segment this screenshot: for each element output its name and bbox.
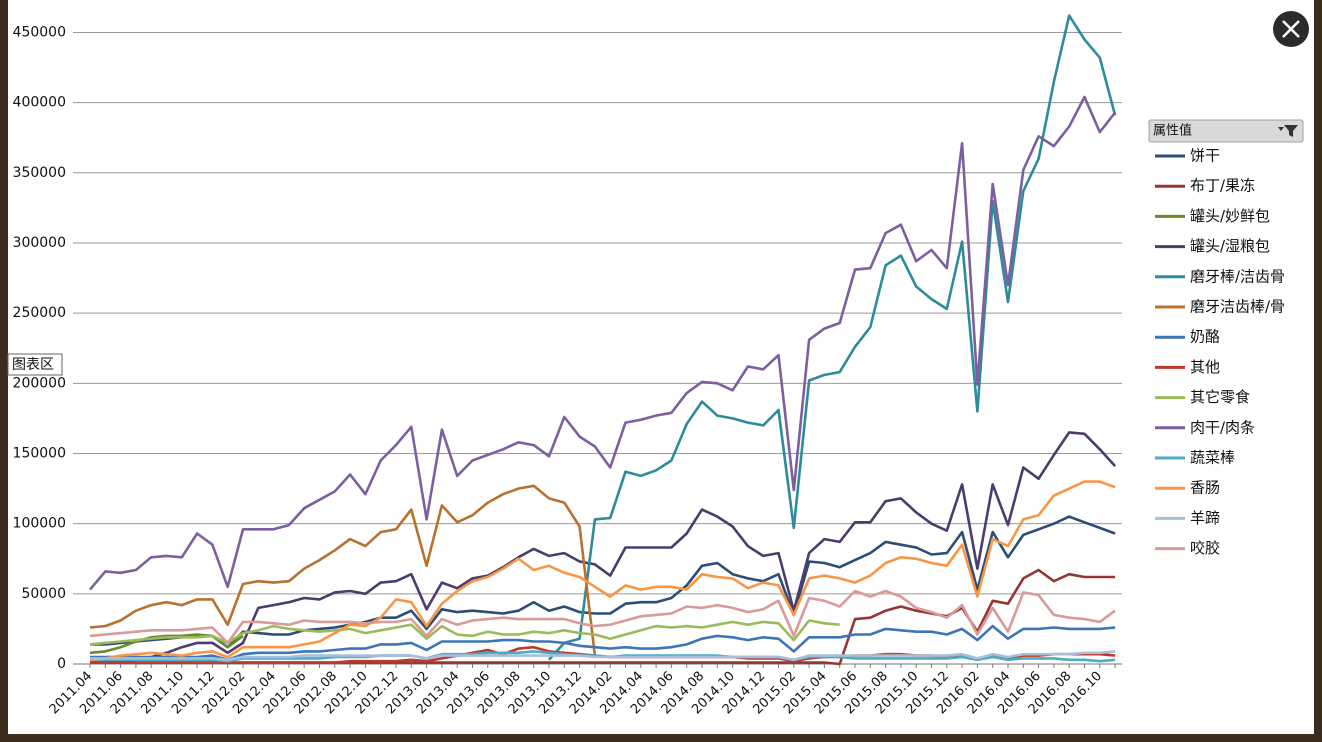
series-line — [89, 431, 1117, 664]
legend-label: 羊蹄 — [1190, 509, 1220, 527]
close-icon — [1282, 20, 1300, 38]
legend-label: 罐头/湿粮包 — [1190, 237, 1270, 255]
tooltip — [7, 353, 63, 376]
y-tick-label: 200000 — [13, 375, 66, 391]
legend-label: 蔬菜棒 — [1190, 449, 1235, 467]
legend-label: 肉干/肉条 — [1190, 418, 1255, 436]
y-tick-label: 150000 — [13, 445, 66, 461]
legend-label: 香肠 — [1190, 479, 1220, 497]
chart-window — [8, 0, 1314, 734]
legend-header[interactable] — [1148, 119, 1304, 143]
legend-label: 其它零食 — [1190, 388, 1250, 406]
y-tick-label: 100000 — [13, 516, 66, 532]
series-line — [89, 484, 597, 656]
series-line — [89, 95, 1117, 591]
series-line — [90, 650, 1116, 662]
legend-label: 咬胶 — [1190, 539, 1220, 557]
legend-header-label: 属性值 — [1153, 123, 1192, 139]
y-tick-label: 400000 — [13, 95, 66, 111]
legend-label: 布丁/果冻 — [1190, 177, 1255, 195]
y-tick-label: 250000 — [13, 305, 66, 321]
legend-label: 饼干 — [1190, 147, 1220, 165]
legend-label: 罐头/妙鲜包 — [1190, 207, 1270, 225]
series-line — [89, 619, 840, 646]
series-line — [90, 515, 1116, 649]
series-line — [548, 14, 1117, 661]
y-tick-label: 300000 — [13, 235, 66, 251]
filter-icon[interactable] — [1278, 125, 1298, 137]
series-line — [89, 633, 244, 655]
legend-label: 磨牙棒/洁齿骨 — [1190, 267, 1285, 285]
legend-label: 其他 — [1190, 358, 1220, 376]
y-tick-label: 450000 — [13, 24, 66, 40]
legend-label: 奶酪 — [1190, 328, 1220, 346]
series-line — [89, 589, 1116, 645]
y-tick-label: 50000 — [21, 586, 66, 602]
legend-label: 磨牙洁齿棒/骨 — [1190, 298, 1285, 316]
series-line — [90, 624, 1116, 662]
y-tick-label: 0 — [57, 656, 66, 672]
tooltip-text: 图表区 — [12, 357, 54, 373]
y-tick-label: 350000 — [13, 165, 66, 181]
series-line — [89, 480, 1116, 662]
